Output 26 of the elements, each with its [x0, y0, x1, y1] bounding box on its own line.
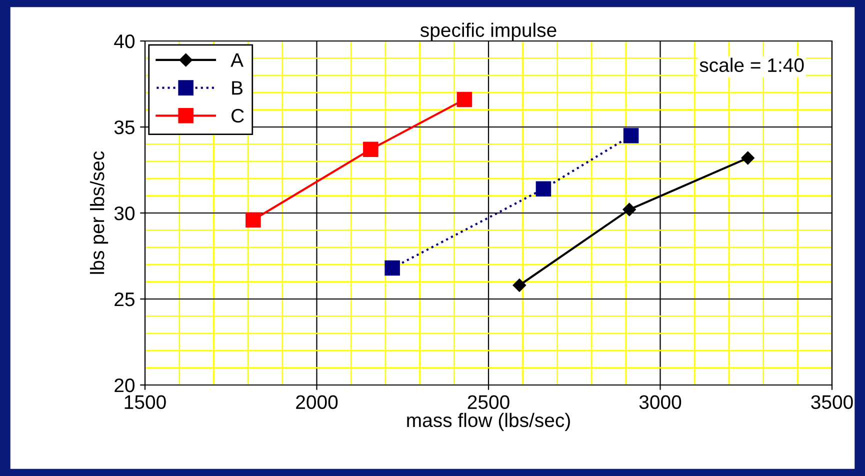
legend-label: B	[232, 81, 242, 95]
point	[741, 151, 754, 165]
point	[456, 92, 472, 108]
chart-title: specific impulse	[420, 22, 556, 41]
y-tick-label: 30	[114, 206, 135, 220]
y-tick-label: 25	[114, 292, 134, 306]
x-tick-label: 2000	[296, 395, 338, 410]
y-tick-label: 20	[114, 378, 135, 392]
annotation: scale = 1:40	[700, 58, 804, 72]
point	[246, 212, 261, 228]
point	[384, 260, 400, 276]
point	[536, 181, 552, 197]
x-axis-title: mass flow (lbs/sec)	[407, 412, 570, 431]
legend-label: C	[232, 108, 244, 123]
point	[363, 142, 378, 157]
x-tick-label: 3500	[811, 395, 853, 410]
y-axis-title: lbs per lbs/sec	[90, 151, 108, 274]
point	[623, 128, 639, 144]
y-tick-label: 40	[114, 34, 135, 48]
x-tick-label: 1500	[124, 395, 166, 410]
legend-label: A	[230, 53, 244, 67]
x-tick-label: 2500	[468, 395, 510, 410]
x-tick-label: 3000	[639, 395, 682, 410]
point	[512, 278, 526, 292]
point	[622, 202, 636, 216]
y-tick-label: 35	[114, 120, 134, 134]
